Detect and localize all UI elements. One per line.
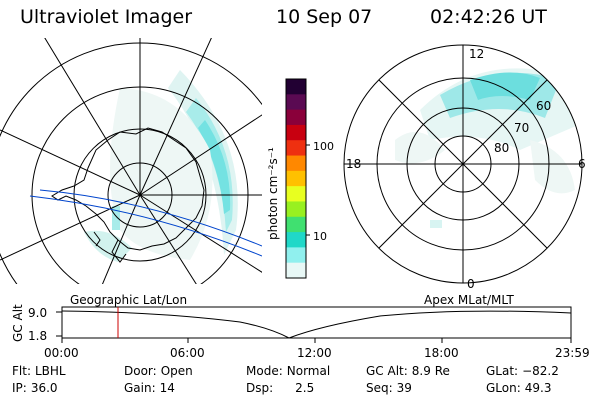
apex-mlat-mlt-label: Apex MLat/MLT bbox=[424, 293, 514, 307]
colorbar: 100 10 photon cm⁻²s⁻¹ bbox=[266, 78, 334, 279]
gain-value: 14 bbox=[159, 381, 175, 395]
colorbar-cell bbox=[286, 124, 306, 141]
colorbar-tick-10: 10 bbox=[313, 230, 327, 243]
colorbar-unit-label: photon cm⁻²s⁻¹ bbox=[266, 147, 280, 240]
colorbar-tick-100: 100 bbox=[313, 140, 334, 153]
gc-alt-value: 8.9 Re bbox=[411, 364, 450, 378]
seq-readout: Seq: 39 bbox=[366, 381, 412, 395]
mlt-label-6: 6 bbox=[578, 157, 586, 171]
ip-label: IP: bbox=[12, 381, 27, 395]
dsp-label: Dsp: bbox=[246, 381, 274, 395]
mode-value: Normal bbox=[286, 364, 331, 378]
page-title: Ultraviolet Imager bbox=[20, 6, 193, 28]
altitude-curve bbox=[61, 310, 572, 339]
mlt-label-18: 18 bbox=[346, 157, 361, 171]
colorbar-cell bbox=[286, 201, 306, 218]
mode-readout: Mode: Normal bbox=[246, 364, 330, 378]
mlat-label-80: 80 bbox=[494, 141, 509, 155]
altitude-xtick-1200: 12:00 bbox=[297, 346, 332, 360]
colorbar-cell bbox=[286, 247, 306, 264]
colorbar-cell bbox=[286, 94, 306, 111]
observation-time: 02:42:26 UT bbox=[430, 6, 547, 28]
mlat-label-70: 70 bbox=[514, 121, 529, 135]
filter-value: LBHL bbox=[34, 364, 66, 378]
door-readout: Door: Open bbox=[124, 364, 193, 378]
geographic-map bbox=[0, 38, 262, 284]
satellite-track bbox=[39, 189, 262, 247]
glat-value: −82.2 bbox=[522, 364, 559, 378]
glon-label: GLon: bbox=[486, 381, 521, 395]
ip-readout: IP: 36.0 bbox=[12, 381, 58, 395]
observation-date: 10 Sep 07 bbox=[276, 6, 373, 28]
mlt-label-0: 0 bbox=[467, 277, 475, 291]
colorbar-cell bbox=[286, 262, 306, 279]
altitude-xtick-1800: 18:00 bbox=[424, 346, 459, 360]
glat-readout: GLat: −82.2 bbox=[486, 364, 559, 378]
altitude-ylabel: GC Alt bbox=[11, 304, 25, 342]
altitude-xtick-0600: 06:00 bbox=[170, 346, 205, 360]
antarctica-coastline bbox=[51, 127, 205, 251]
glon-readout: GLon: 49.3 bbox=[486, 381, 551, 395]
filter-label: Flt: bbox=[12, 364, 31, 378]
altitude-ytick-1.8: 1.8 bbox=[28, 329, 47, 343]
gain-label: Gain: bbox=[124, 381, 156, 395]
glat-label: GLat: bbox=[486, 364, 519, 378]
door-value: Open bbox=[160, 364, 193, 378]
ip-value: 36.0 bbox=[30, 381, 58, 395]
glon-value: 49.3 bbox=[524, 381, 552, 395]
colorbar-cell bbox=[286, 216, 306, 233]
altitude-plot: Geographic Lat/Lon Apex MLat/MLT GC Alt … bbox=[11, 293, 590, 360]
geo-lat-lon-label: Geographic Lat/Lon bbox=[70, 293, 187, 307]
door-label: Door: bbox=[124, 364, 157, 378]
dsp-readout: Dsp: 2.5 bbox=[246, 381, 314, 395]
emission-band-geo bbox=[84, 70, 238, 262]
seq-label: Seq: bbox=[366, 381, 393, 395]
altitude-xtick-2359: 23:59 bbox=[555, 346, 590, 360]
gc-alt-label: GC Alt: bbox=[366, 364, 408, 378]
mlat-label-60: 60 bbox=[536, 99, 551, 113]
mode-label: Mode: bbox=[246, 364, 283, 378]
mlt-label-12: 12 bbox=[469, 47, 484, 61]
dsp-value: 2.5 bbox=[295, 381, 315, 395]
seq-value: 39 bbox=[396, 381, 412, 395]
colorbar-cell bbox=[286, 232, 306, 248]
colorbar-cell bbox=[286, 79, 306, 95]
filter-readout: Flt: LBHL bbox=[12, 364, 66, 378]
colorbar-cell bbox=[286, 140, 306, 157]
gain-readout: Gain: 14 bbox=[124, 381, 175, 395]
gc-alt-readout: GC Alt: 8.9 Re bbox=[366, 364, 450, 378]
altitude-ytick-9: 9.0 bbox=[28, 306, 47, 320]
mlt-polar-plot: 12 0 18 6 60 70 80 bbox=[343, 44, 586, 291]
colorbar-cell bbox=[286, 155, 306, 172]
colorbar-cell bbox=[286, 186, 306, 203]
altitude-xtick-0000: 00:00 bbox=[44, 346, 79, 360]
colorbar-cell bbox=[286, 109, 306, 126]
colorbar-cell bbox=[286, 170, 306, 187]
